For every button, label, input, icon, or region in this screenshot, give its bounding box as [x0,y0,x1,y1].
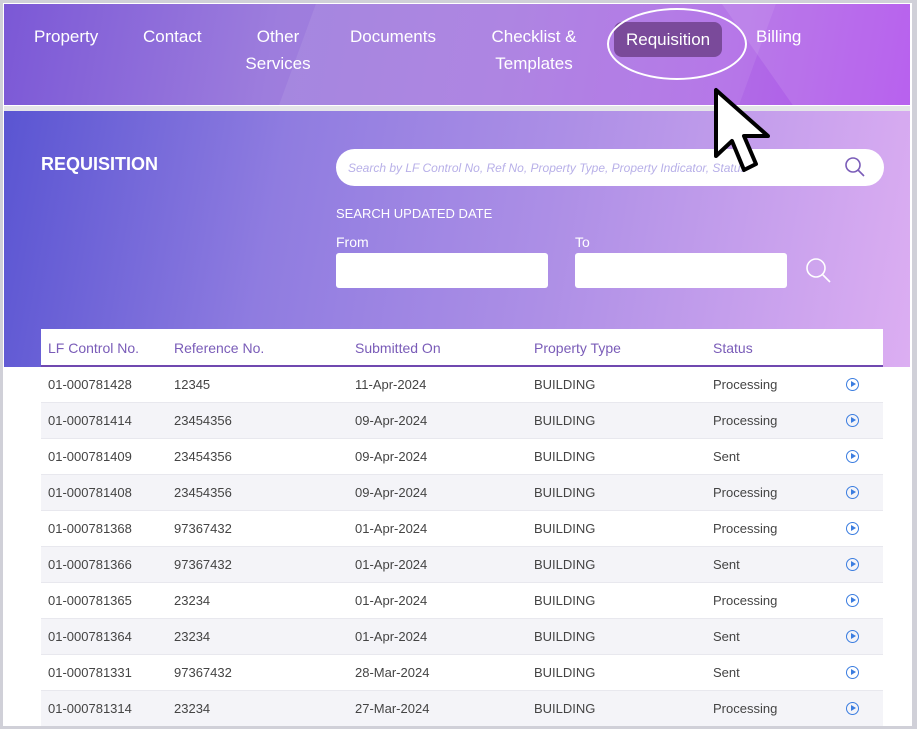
col-status[interactable]: Status [713,340,753,356]
table-body: 01-000781428 12345 11-Apr-2024 BUILDING Proc… [41,367,883,727]
cell-status: Processing [713,521,778,536]
col-property-type[interactable]: Property Type [534,340,621,356]
cell-status: Sent [713,557,740,572]
cell-submitted-on: 09-Apr-2024 [355,485,428,500]
nav-other-services[interactable]: Other Services [245,27,311,73]
cell-property-type: BUILDING [534,521,596,536]
cell-reference-no: 12345 [174,377,211,392]
cell-reference-no: 97367432 [174,665,232,680]
cell-property-type: BUILDING [534,449,596,464]
from-date-input[interactable] [336,253,548,288]
cell-reference-no: 97367432 [174,521,232,536]
to-label: To [575,234,590,250]
date-search-icon[interactable] [804,256,832,284]
cell-reference-no: 23234 [174,629,211,644]
play-circle-icon[interactable] [846,594,859,607]
requisition-table: LF Control No. Reference No. Submitted O… [41,329,883,727]
cell-submitted-on: 01-Apr-2024 [355,557,428,572]
top-nav: Property Contact Other Services Document… [4,4,910,105]
cell-property-type: BUILDING [534,701,596,716]
cell-lf-control-no: 01-000781409 [48,449,132,464]
cell-property-type: BUILDING [534,413,596,428]
divider [4,105,910,111]
play-circle-icon[interactable] [846,414,859,427]
cell-property-type: BUILDING [534,629,596,644]
cell-submitted-on: 09-Apr-2024 [355,413,428,428]
table-row[interactable]: 01-000781331 97367432 28-Mar-2024 BUILDING S… [41,655,883,691]
table-header: LF Control No. Reference No. Submitted O… [41,329,883,367]
col-reference[interactable]: Reference No. [174,340,265,356]
cell-reference-no: 23454356 [174,485,232,500]
cell-status: Processing [713,701,778,716]
cell-lf-control-no: 01-000781428 [48,377,132,392]
cell-lf-control-no: 01-000781314 [48,701,132,716]
cell-status: Sent [713,665,740,680]
search-icon[interactable] [844,156,866,178]
cell-status: Processing [713,485,778,500]
cell-lf-control-no: 01-000781364 [48,629,132,644]
play-circle-icon[interactable] [846,630,859,643]
mouse-pointer-icon [714,88,770,172]
nav-contact[interactable]: Contact [143,27,202,46]
col-submitted[interactable]: Submitted On [355,340,441,356]
cell-lf-control-no: 01-000781408 [48,485,132,500]
nav-billing[interactable]: Billing [756,27,802,46]
cell-lf-control-no: 01-000781365 [48,593,132,608]
table-row[interactable]: 01-000781314 23234 27-Mar-2024 BUILDING Proc… [41,691,883,727]
cell-status: Processing [713,593,778,608]
cell-status: Sent [713,449,740,464]
cell-submitted-on: 11-Apr-2024 [355,377,427,392]
cell-property-type: BUILDING [534,485,596,500]
table-row[interactable]: 01-000781428 12345 11-Apr-2024 BUILDING Proc… [41,367,883,403]
table-row[interactable]: 01-000781365 23234 01-Apr-2024 BUILDING Proc… [41,583,883,619]
table-row[interactable]: 01-000781368 97367432 01-Apr-2024 BUILDING P… [41,511,883,547]
cell-lf-control-no: 01-000781368 [48,521,132,536]
nav-documents[interactable]: Documents [350,27,436,46]
cell-status: Sent [713,629,740,644]
play-circle-icon[interactable] [846,486,859,499]
date-section-label: SEARCH UPDATED DATE [336,206,493,221]
cell-reference-no: 97367432 [174,557,232,572]
highlight-circle [607,8,747,80]
from-label: From [336,234,369,250]
nav-property[interactable]: Property [34,27,99,46]
cell-lf-control-no: 01-000781331 [48,665,132,680]
nav-checklist-templates[interactable]: Checklist & Templates [491,27,577,73]
cell-reference-no: 23234 [174,593,211,608]
cell-lf-control-no: 01-000781414 [48,413,132,428]
cell-property-type: BUILDING [534,593,596,608]
search-input[interactable] [336,149,884,186]
cell-submitted-on: 01-Apr-2024 [355,521,428,536]
cell-property-type: BUILDING [534,557,596,572]
cell-submitted-on: 28-Mar-2024 [355,665,430,680]
cell-submitted-on: 09-Apr-2024 [355,449,428,464]
cell-submitted-on: 01-Apr-2024 [355,593,428,608]
table-row[interactable]: 01-000781409 23454356 09-Apr-2024 BUILDING S… [41,439,883,475]
table-row[interactable]: 01-000781364 23234 01-Apr-2024 BUILDING Sent [41,619,883,655]
cell-lf-control-no: 01-000781366 [48,557,132,572]
cell-reference-no: 23454356 [174,413,232,428]
cell-property-type: BUILDING [534,377,596,392]
table-row[interactable]: 01-000781408 23454356 09-Apr-2024 BUILDING P… [41,475,883,511]
cell-submitted-on: 01-Apr-2024 [355,629,428,644]
cell-reference-no: 23234 [174,701,211,716]
col-lf-control[interactable]: LF Control No. [48,340,140,356]
table-row[interactable]: 01-000781366 97367432 01-Apr-2024 BUILDING S… [41,547,883,583]
table-row[interactable]: 01-000781414 23454356 09-Apr-2024 BUILDING P… [41,403,883,439]
cell-status: Processing [713,413,778,428]
page-title: REQUISITION [41,154,159,174]
play-circle-icon[interactable] [846,558,859,571]
cell-property-type: BUILDING [534,665,596,680]
play-circle-icon[interactable] [846,702,859,715]
play-circle-icon[interactable] [846,666,859,679]
to-date-input[interactable] [575,253,787,288]
cell-reference-no: 23454356 [174,449,232,464]
play-circle-icon[interactable] [846,522,859,535]
cell-submitted-on: 27-Mar-2024 [355,701,430,716]
cell-status: Processing [713,377,778,392]
play-circle-icon[interactable] [846,450,859,463]
play-circle-icon[interactable] [846,378,859,391]
